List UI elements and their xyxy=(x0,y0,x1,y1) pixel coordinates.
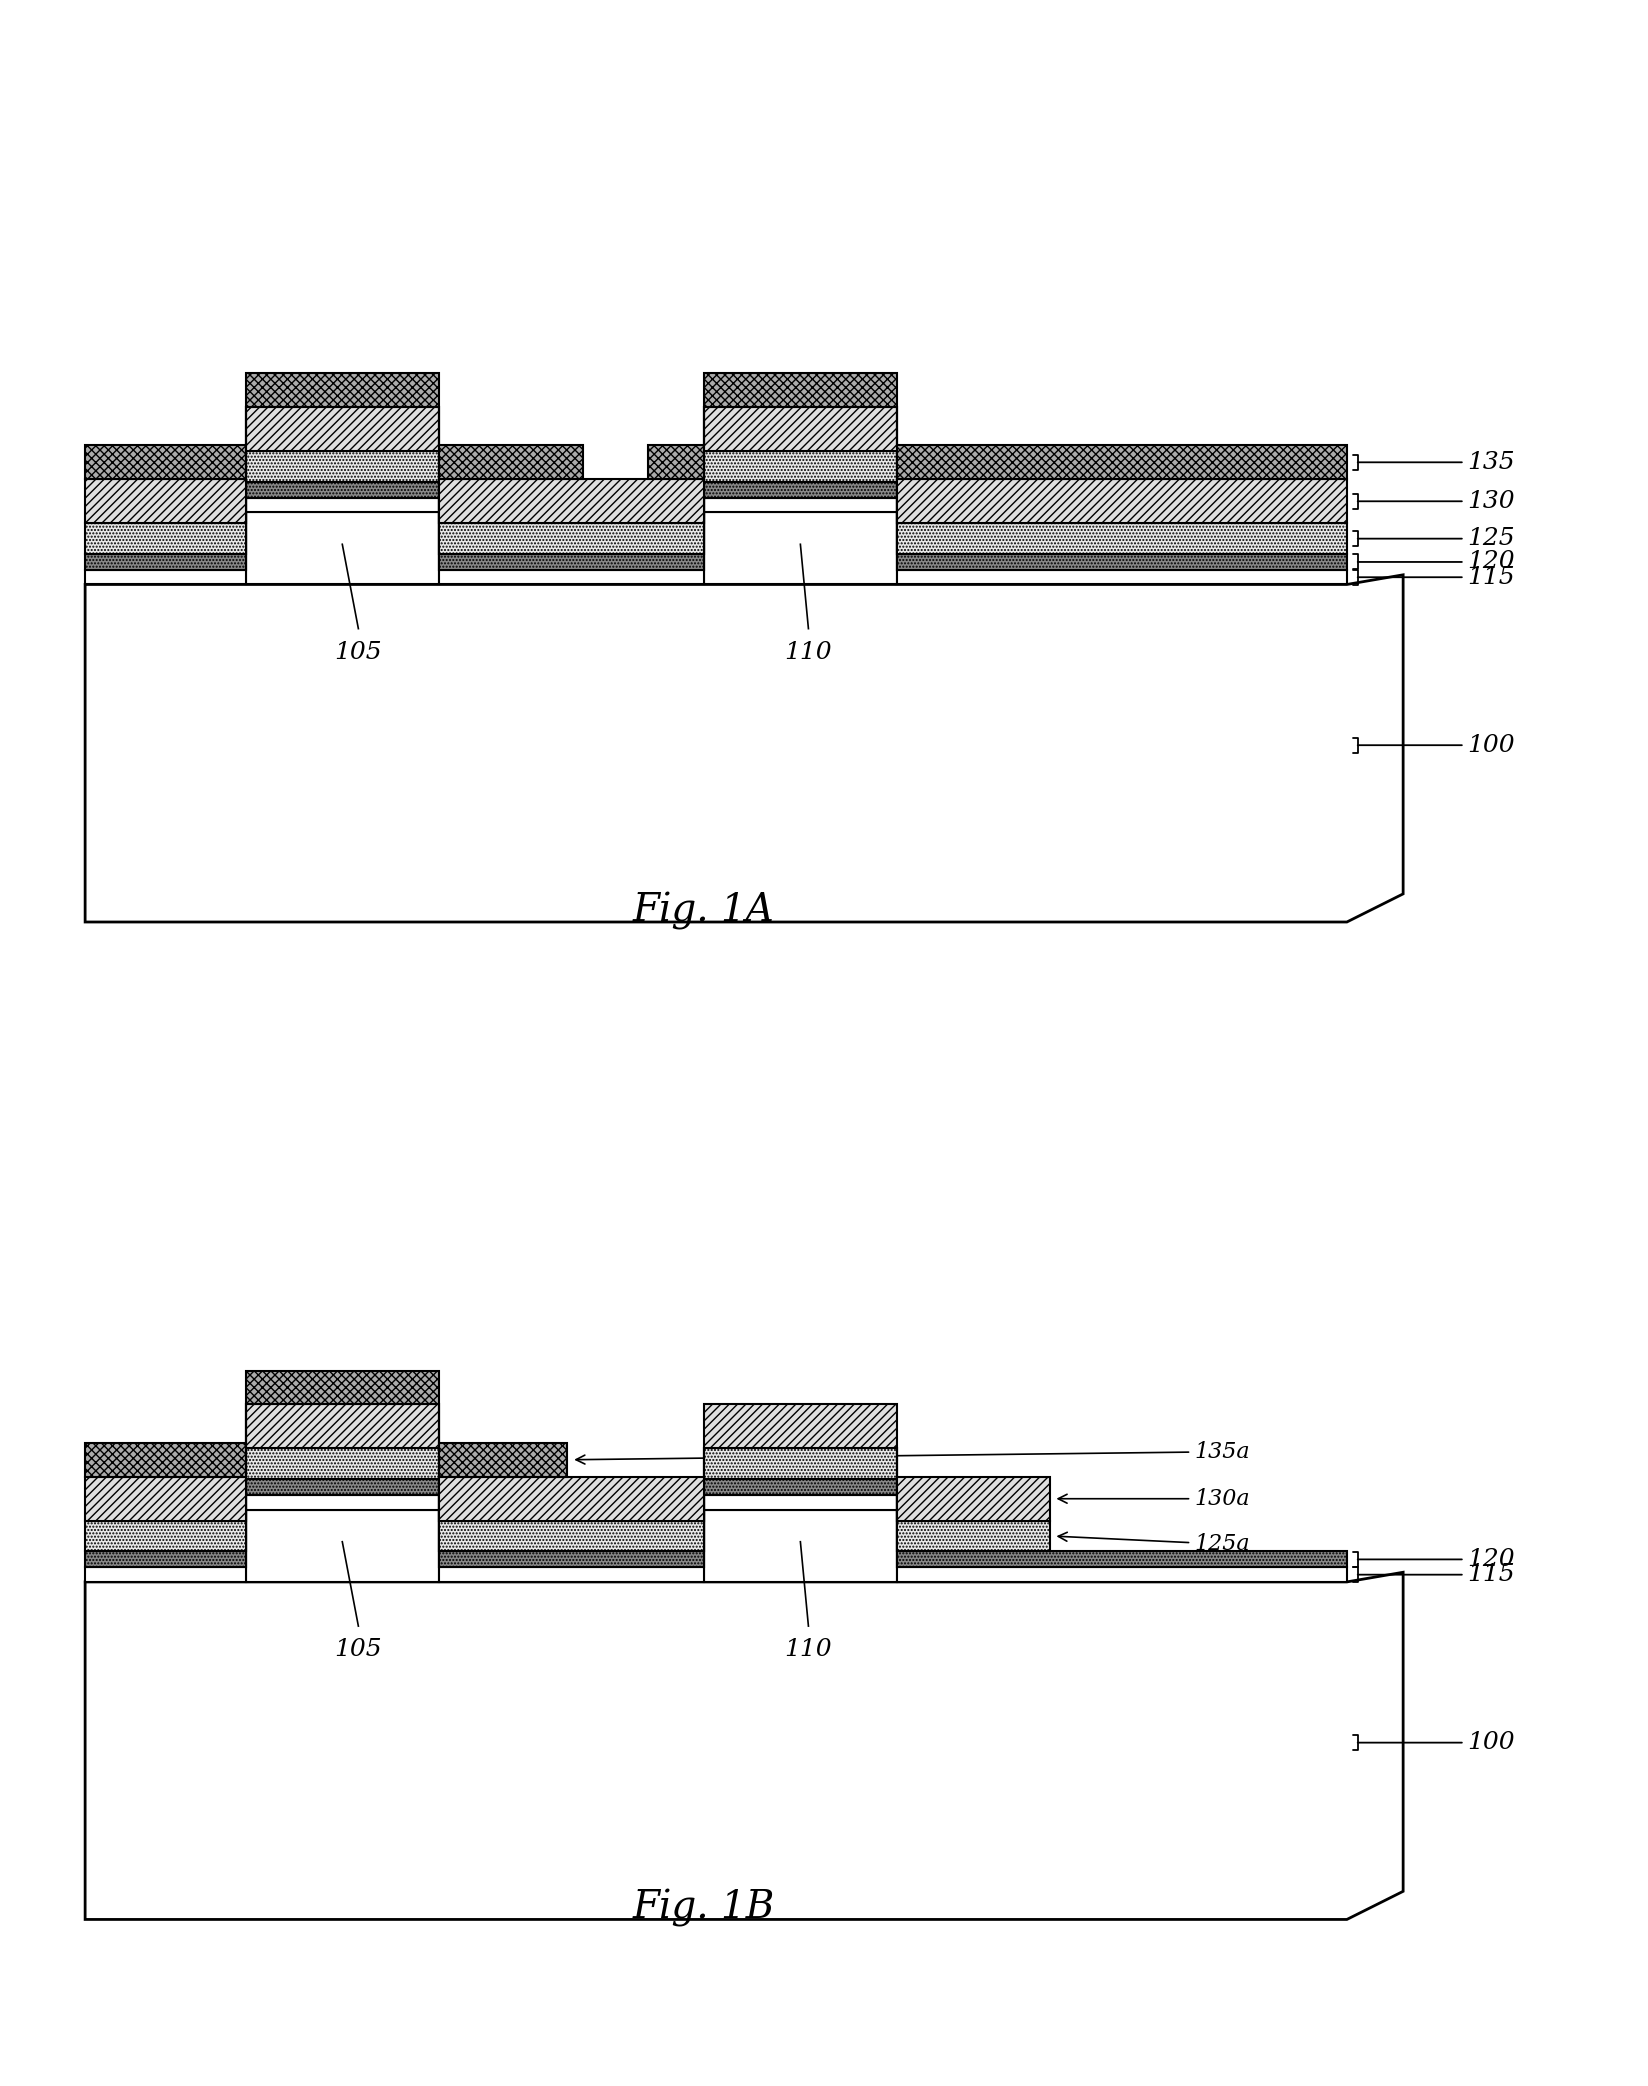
Polygon shape xyxy=(86,576,1402,922)
Text: 110: 110 xyxy=(784,640,832,663)
Polygon shape xyxy=(86,373,583,480)
Text: 125: 125 xyxy=(1351,528,1515,551)
Text: 110: 110 xyxy=(784,1638,832,1660)
Polygon shape xyxy=(86,1573,1402,1919)
Text: 105: 105 xyxy=(335,640,382,663)
Polygon shape xyxy=(86,499,1346,584)
Text: 100: 100 xyxy=(1351,1731,1515,1754)
Text: 135: 135 xyxy=(1351,451,1515,474)
Text: 115: 115 xyxy=(1351,565,1515,588)
Text: 130a: 130a xyxy=(1058,1487,1249,1510)
Text: 120: 120 xyxy=(1351,1548,1515,1571)
Text: 135a: 135a xyxy=(575,1441,1249,1464)
Text: 115: 115 xyxy=(1351,1562,1515,1585)
Text: 125a: 125a xyxy=(1058,1533,1249,1556)
Polygon shape xyxy=(704,1510,897,1581)
Polygon shape xyxy=(704,513,897,584)
Polygon shape xyxy=(86,1371,567,1477)
Text: 120: 120 xyxy=(1351,551,1515,574)
Text: 105: 105 xyxy=(335,1638,382,1660)
Polygon shape xyxy=(86,482,1346,569)
Text: 100: 100 xyxy=(1351,734,1515,757)
Text: Fig. 1A: Fig. 1A xyxy=(633,893,775,930)
Polygon shape xyxy=(86,451,1346,555)
Polygon shape xyxy=(648,373,1346,480)
Text: Fig. 1B: Fig. 1B xyxy=(633,1890,775,1927)
Polygon shape xyxy=(86,1448,1048,1552)
Polygon shape xyxy=(86,1496,1346,1581)
Polygon shape xyxy=(86,1404,1048,1521)
Text: 130: 130 xyxy=(1351,490,1515,513)
Polygon shape xyxy=(246,513,438,584)
Polygon shape xyxy=(246,1510,438,1581)
Polygon shape xyxy=(86,407,1346,524)
Polygon shape xyxy=(86,1479,1346,1567)
